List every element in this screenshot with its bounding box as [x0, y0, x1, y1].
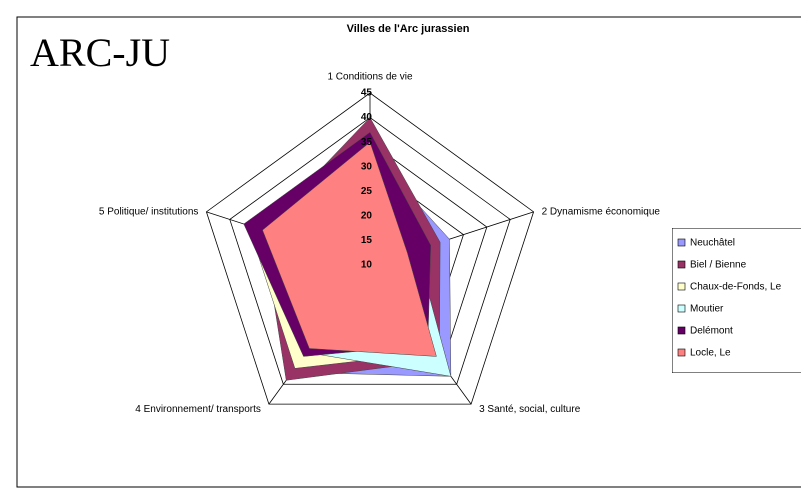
legend-swatch [677, 282, 686, 291]
axis-label: 4 Environnement/ transports [135, 404, 261, 415]
legend-label: Locle, Le [690, 348, 731, 359]
r-tick-label: 25 [361, 186, 373, 197]
r-tick-label: 40 [361, 112, 373, 123]
legend-label: Biel / Bienne [690, 260, 747, 271]
legend-label: Delémont [690, 326, 733, 337]
r-tick-label: 10 [361, 260, 373, 271]
legend-swatch [677, 238, 686, 247]
legend-swatch [677, 260, 686, 269]
r-tick-label: 30 [361, 161, 373, 172]
grid-ring [229, 117, 511, 385]
axis-label: 2 Dynamisme économique [542, 206, 661, 217]
legend-box [672, 228, 801, 373]
axis-label: 5 Politique/ institutions [99, 206, 199, 217]
r-tick-label: 45 [361, 88, 373, 99]
legend-label: Moutier [690, 304, 724, 315]
r-tick-label: 15 [361, 235, 373, 246]
axis-label: 1 Conditions de vie [327, 72, 412, 83]
logo: ARC-JU [30, 30, 170, 75]
legend-swatch [677, 304, 686, 313]
legend-swatch [677, 348, 686, 357]
grid-ring [205, 92, 535, 405]
legend-label: Chaux-de-Fonds, Le [690, 282, 782, 293]
legend: Neuchâtel Biel / Bienne Chaux-de-Fonds, Le… [672, 228, 801, 373]
r-tick-label: 35 [361, 137, 373, 148]
legend-label: Neuchâtel [690, 238, 735, 249]
legend-swatch [677, 326, 686, 335]
r-tick-label: 20 [361, 210, 373, 221]
axis-label: 3 Santé, social, culture [479, 404, 581, 415]
chart-title: Villes de l'Arc jurassien [347, 23, 470, 35]
plot: 10 15 20 25 30 35 40 45 1 Conditions de vie 2 Dyn… [99, 72, 661, 415]
series-area [262, 141, 437, 357]
